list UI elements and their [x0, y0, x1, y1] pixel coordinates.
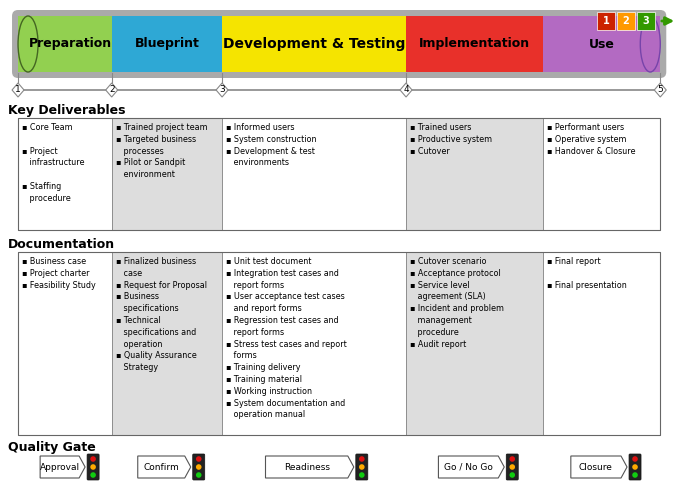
Circle shape [510, 472, 515, 478]
Bar [406, 252, 543, 435]
Text: ▪ Finalized business
   case
▪ Request for Proposal
▪ Business
   specifications: ▪ Finalized business case ▪ Request for … [116, 257, 207, 372]
Text: Confirm: Confirm [143, 463, 179, 471]
Circle shape [90, 464, 96, 470]
Text: ▪ Core Team

▪ Project
   infrastructure

▪ Staffing
   procedure: ▪ Core Team ▪ Project infrastructure ▪ S… [22, 123, 84, 203]
Text: Go / No Go: Go / No Go [444, 463, 493, 471]
Circle shape [90, 456, 96, 462]
Circle shape [196, 456, 201, 462]
Text: Preparation: Preparation [29, 37, 112, 51]
Bar [18, 252, 660, 435]
Bar [222, 252, 406, 435]
Text: ▪ Unit test document
▪ Integration test cases and
   report forms
▪ User accepta: ▪ Unit test document ▪ Integration test … [226, 257, 347, 419]
Text: Readiness: Readiness [284, 463, 329, 471]
Polygon shape [654, 83, 667, 97]
Circle shape [632, 456, 638, 462]
Text: ▪ Cutover scenario
▪ Acceptance protocol
▪ Service level
   agreement (SLA)
▪ In: ▪ Cutover scenario ▪ Acceptance protocol… [410, 257, 504, 349]
Text: Key Deliverables: Key Deliverables [8, 104, 125, 117]
Text: 5: 5 [658, 86, 663, 94]
Text: 1: 1 [15, 86, 21, 94]
Polygon shape [400, 83, 412, 97]
Ellipse shape [640, 16, 660, 72]
FancyBboxPatch shape [87, 454, 99, 480]
Text: 2: 2 [109, 86, 114, 94]
Polygon shape [12, 83, 24, 97]
Bar [543, 252, 660, 435]
Text: Approval: Approval [40, 463, 79, 471]
Text: 1: 1 [603, 16, 610, 26]
Bar [18, 252, 112, 435]
Bar [18, 118, 660, 230]
Bar [18, 16, 36, 72]
Bar [643, 16, 660, 72]
Bar [18, 16, 112, 72]
Bar [222, 16, 406, 72]
Text: Blueprint: Blueprint [134, 37, 199, 51]
Text: ▪ Trained users
▪ Productive system
▪ Cutover: ▪ Trained users ▪ Productive system ▪ Cu… [410, 123, 493, 156]
Polygon shape [216, 83, 228, 97]
Bar [406, 16, 543, 72]
Circle shape [359, 472, 364, 478]
Bar [543, 16, 660, 72]
Circle shape [359, 464, 364, 470]
Bar [597, 12, 615, 30]
Bar [637, 12, 655, 30]
Bar [112, 16, 222, 72]
Circle shape [196, 472, 201, 478]
Text: Documentation: Documentation [8, 238, 115, 251]
FancyBboxPatch shape [506, 454, 519, 480]
Polygon shape [105, 83, 118, 97]
Circle shape [632, 472, 638, 478]
Text: ▪ Trained project team
▪ Targeted business
   processes
▪ Pilot or Sandpit
   en: ▪ Trained project team ▪ Targeted busine… [116, 123, 208, 179]
Text: ▪ Business case
▪ Project charter
▪ Feasibility Study: ▪ Business case ▪ Project charter ▪ Feas… [22, 257, 96, 290]
Text: ▪ Performant users
▪ Operative system
▪ Handover & Closure: ▪ Performant users ▪ Operative system ▪ … [547, 123, 636, 156]
Bar [18, 118, 112, 230]
Text: ▪ Informed users
▪ System construction
▪ Development & test
   environments: ▪ Informed users ▪ System construction ▪… [226, 123, 316, 168]
Bar [222, 118, 406, 230]
Bar [543, 118, 660, 230]
FancyBboxPatch shape [356, 454, 368, 480]
Circle shape [632, 464, 638, 470]
Text: 2: 2 [623, 16, 630, 26]
Ellipse shape [18, 16, 38, 72]
Circle shape [359, 456, 364, 462]
Polygon shape [138, 456, 190, 478]
Text: Development & Testing: Development & Testing [223, 37, 406, 51]
Bar [617, 12, 635, 30]
FancyBboxPatch shape [192, 454, 205, 480]
Bar [406, 118, 543, 230]
Text: ▪ Final report

▪ Final presentation: ▪ Final report ▪ Final presentation [547, 257, 627, 290]
Polygon shape [571, 456, 627, 478]
Circle shape [510, 456, 515, 462]
Polygon shape [266, 456, 354, 478]
Circle shape [196, 464, 201, 470]
FancyBboxPatch shape [629, 454, 641, 480]
Text: 4: 4 [403, 86, 409, 94]
Text: Quality Gate: Quality Gate [8, 441, 96, 454]
Text: Closure: Closure [579, 463, 613, 471]
Polygon shape [438, 456, 504, 478]
FancyBboxPatch shape [12, 10, 667, 78]
Circle shape [510, 464, 515, 470]
Text: Use: Use [589, 37, 614, 51]
Bar [112, 252, 222, 435]
Circle shape [90, 472, 96, 478]
Text: 3: 3 [643, 16, 649, 26]
Polygon shape [40, 456, 85, 478]
Bar [112, 118, 222, 230]
Text: Implementation: Implementation [419, 37, 530, 51]
Text: 3: 3 [219, 86, 225, 94]
